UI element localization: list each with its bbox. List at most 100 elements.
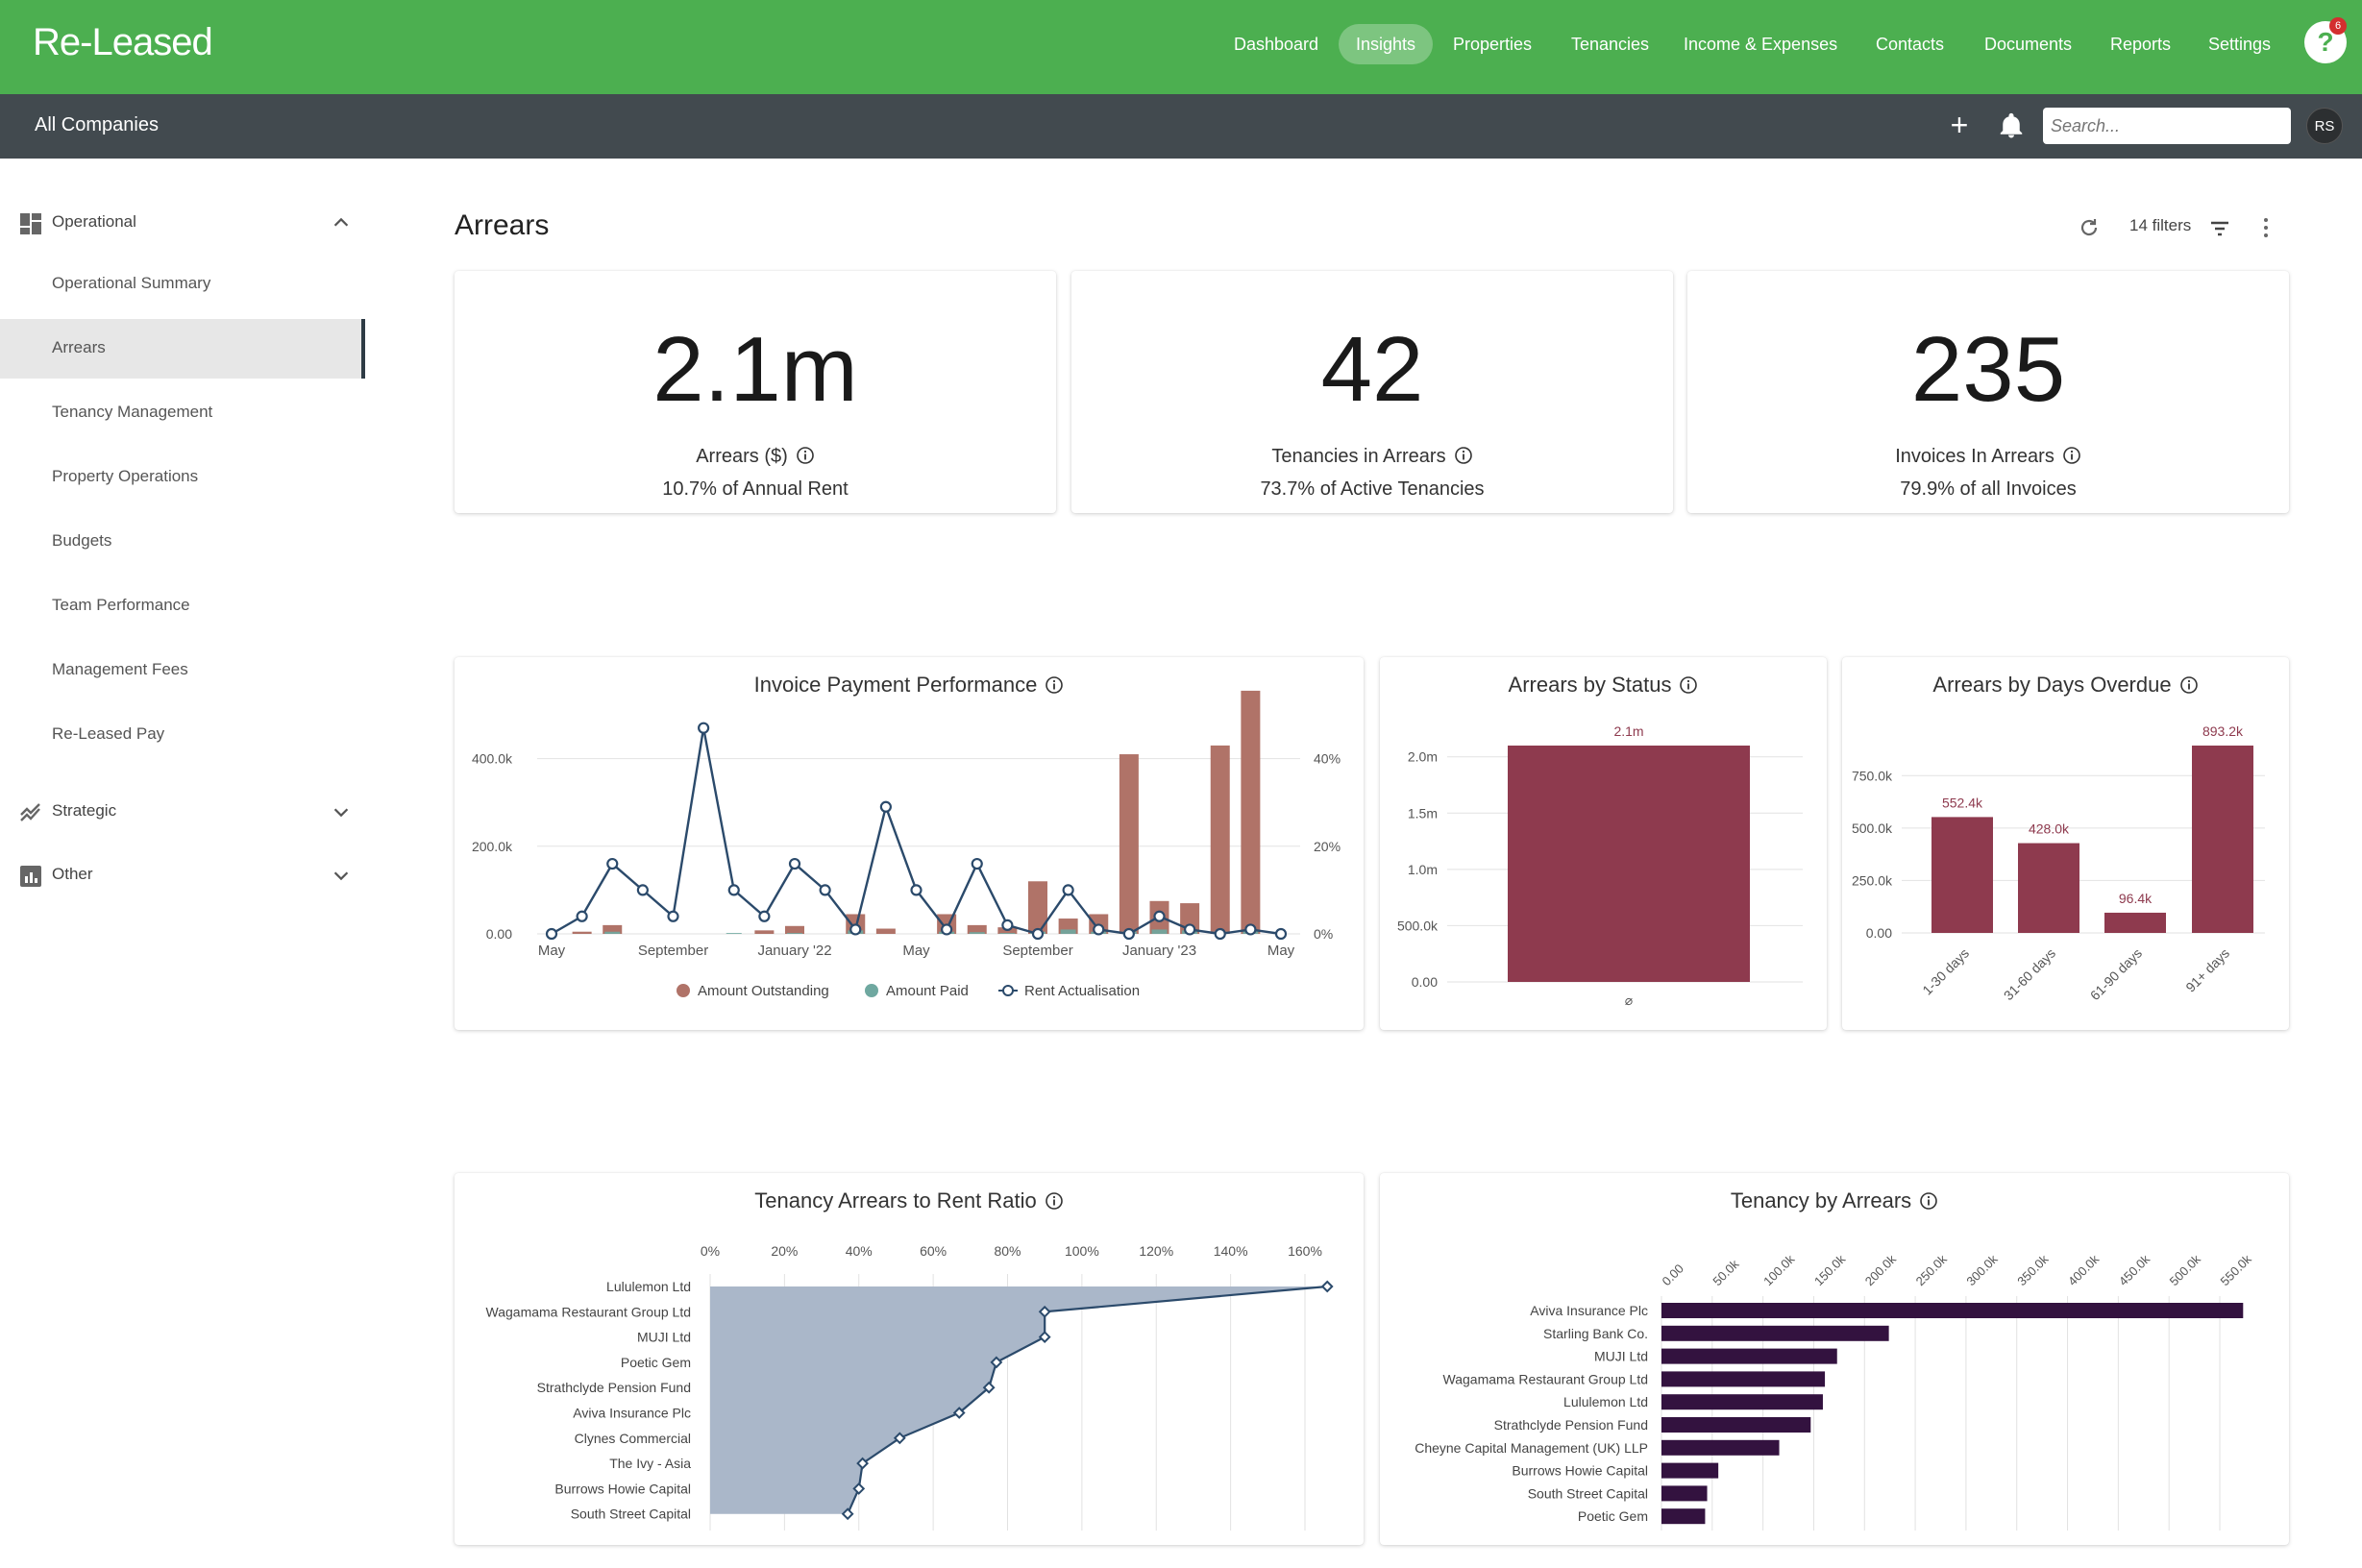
- sidebar-item-label: Budgets: [52, 531, 112, 550]
- x-tick-label: 350.0k: [2014, 1252, 2052, 1289]
- company-selector[interactable]: All Companies: [35, 114, 159, 135]
- info-icon[interactable]: [1919, 1191, 1938, 1211]
- y-tick-label: MUJI Ltd: [1594, 1349, 1648, 1364]
- sidebar-item-property-operations[interactable]: Property Operations: [0, 448, 365, 507]
- sidebar-item-operational-summary[interactable]: Operational Summary: [0, 255, 365, 314]
- sidebar-item-budgets[interactable]: Budgets: [0, 512, 365, 572]
- bar-status: [1508, 746, 1750, 982]
- point-rent-actualisation: [1001, 919, 1014, 931]
- sidebar-section-other[interactable]: Other: [0, 851, 365, 899]
- page-title: Arrears: [455, 209, 550, 241]
- info-icon[interactable]: [796, 446, 815, 465]
- x-tick-label: 450.0k: [2116, 1252, 2153, 1289]
- x-tick-label: 120%: [1139, 1243, 1173, 1259]
- chart-card-arrears-by-days-overdue: Arrears by Days Overdue 0.00 250.0k 500.0k…: [1842, 657, 2289, 1030]
- point-ratio: [982, 1381, 996, 1394]
- user-avatar[interactable]: RS: [2306, 108, 2343, 144]
- bar-days-overdue: [1931, 817, 1993, 933]
- chart-title: Tenancy by Arrears: [1380, 1188, 2289, 1213]
- nav-insights[interactable]: Insights: [1339, 24, 1434, 64]
- point-rent-actualisation: [1122, 927, 1135, 941]
- chart-title-text: Invoice Payment Performance: [753, 673, 1038, 697]
- y2-tick-label: 20%: [1314, 839, 1341, 854]
- bar-amount-paid: [999, 933, 1016, 934]
- data-label: 893.2k: [2202, 723, 2244, 739]
- point-rent-actualisation: [758, 910, 771, 922]
- sidebar-item-tenancy-management[interactable]: Tenancy Management: [0, 383, 365, 443]
- info-icon[interactable]: [2062, 446, 2081, 465]
- refresh-icon[interactable]: [2078, 216, 2101, 239]
- sidebar-item-label: Management Fees: [52, 660, 188, 678]
- y-tick-label: 250.0k: [1852, 872, 1893, 888]
- chevron-down-icon[interactable]: [331, 801, 352, 822]
- point-ratio: [852, 1482, 866, 1495]
- point-ratio: [990, 1356, 1003, 1369]
- y-tick-label: 500.0k: [1852, 821, 1893, 836]
- bar-amount-outstanding: [572, 931, 592, 934]
- bar-amount-outstanding: [785, 925, 804, 934]
- sidebar-section-operational[interactable]: Operational: [0, 199, 365, 247]
- sidebar-item-management-fees[interactable]: Management Fees: [0, 641, 365, 700]
- legend-label: Rent Actualisation: [1024, 983, 1140, 999]
- chart-title-text: Tenancy by Arrears: [1730, 1188, 1912, 1213]
- arrears-status-chart: 0.00 500.0k 1.0m 1.5m 2.0m 2.1m ⌀: [1397, 723, 1803, 1008]
- bell-icon[interactable]: [1997, 111, 2026, 140]
- bar-tenancy-arrears: [1661, 1485, 1708, 1502]
- info-icon[interactable]: [2179, 675, 2199, 695]
- more-options-icon[interactable]: [2256, 215, 2276, 240]
- point-ratio: [1038, 1305, 1051, 1318]
- y-tick-label: Strathclyde Pension Fund: [537, 1380, 691, 1395]
- sidebar-item-arrears[interactable]: Arrears: [0, 319, 365, 379]
- point-ratio: [841, 1507, 854, 1521]
- point-rent-actualisation: [606, 857, 619, 870]
- chevron-down-icon[interactable]: [331, 865, 352, 886]
- kpi-card-tenancies-in-arrears: 42 Tenancies in Arrears 73.7% of Active …: [1071, 271, 1673, 513]
- x-tick-label: May: [538, 943, 566, 959]
- filters-count[interactable]: 14 filters: [2129, 216, 2192, 234]
- bar-amount-paid: [969, 932, 985, 934]
- kpi-subtext: 73.7% of Active Tenancies: [1260, 478, 1485, 500]
- bar-days-overdue: [2192, 746, 2253, 933]
- bar-amount-paid: [1060, 929, 1076, 934]
- bar-amount-paid: [1151, 929, 1168, 934]
- info-icon[interactable]: [1454, 446, 1473, 465]
- kpi-label-text: Tenancies in Arrears: [1271, 446, 1446, 467]
- nav-dashboard[interactable]: Dashboard: [1234, 35, 1319, 54]
- sidebar-item-label: Property Operations: [52, 467, 199, 485]
- nav-settings[interactable]: Settings: [2208, 35, 2272, 54]
- x-tick-label: September: [638, 943, 708, 959]
- sidebar-item-re-leased-pay[interactable]: Re-Leased Pay: [0, 705, 365, 765]
- y-tick-label: Poetic Gem: [1578, 1508, 1648, 1524]
- bar-days-overdue: [2018, 843, 2079, 933]
- info-icon[interactable]: [1679, 675, 1698, 695]
- nav-properties[interactable]: Properties: [1453, 35, 1533, 54]
- nav-reports[interactable]: Reports: [2110, 35, 2172, 54]
- y-tick-label: The Ivy - Asia: [609, 1456, 691, 1471]
- nav-tenancies[interactable]: Tenancies: [1571, 35, 1650, 54]
- nav-income-expenses[interactable]: Income & Expenses: [1684, 35, 1838, 54]
- legend-label: Amount Outstanding: [698, 983, 829, 999]
- context-bar: All Companies + RS: [0, 94, 2362, 159]
- filter-icon[interactable]: [2208, 217, 2231, 240]
- x-tick-label: ⌀: [1625, 992, 1634, 1008]
- x-tick-label: May: [902, 943, 930, 959]
- sidebar-item-team-performance[interactable]: Team Performance: [0, 576, 365, 636]
- nav-documents[interactable]: Documents: [1984, 35, 2073, 54]
- search-input[interactable]: [2043, 108, 2291, 144]
- x-tick-label: 50.0k: [1710, 1257, 1741, 1288]
- add-icon[interactable]: +: [1950, 108, 1969, 142]
- info-icon[interactable]: [1045, 1191, 1064, 1211]
- kpi-value: 235: [1910, 318, 2066, 421]
- kpi-card-arrears-amount: 2.1m Arrears ($) 10.7% of Annual Rent: [455, 271, 1056, 513]
- y-tick-label: 0.00: [1412, 974, 1438, 990]
- x-tick-label: 40%: [846, 1243, 873, 1259]
- point-rent-actualisation: [1244, 923, 1257, 936]
- point-rent-actualisation: [727, 884, 740, 896]
- chevron-up-icon[interactable]: [331, 212, 352, 233]
- sidebar-section-strategic[interactable]: Strategic: [0, 788, 365, 836]
- nav-contacts[interactable]: Contacts: [1876, 35, 1945, 54]
- bar-amount-outstanding: [603, 924, 623, 934]
- info-icon[interactable]: [1045, 675, 1064, 695]
- logo[interactable]: Re-Leased: [33, 21, 213, 63]
- kpi-label: Invoices In Arrears: [1687, 446, 2289, 468]
